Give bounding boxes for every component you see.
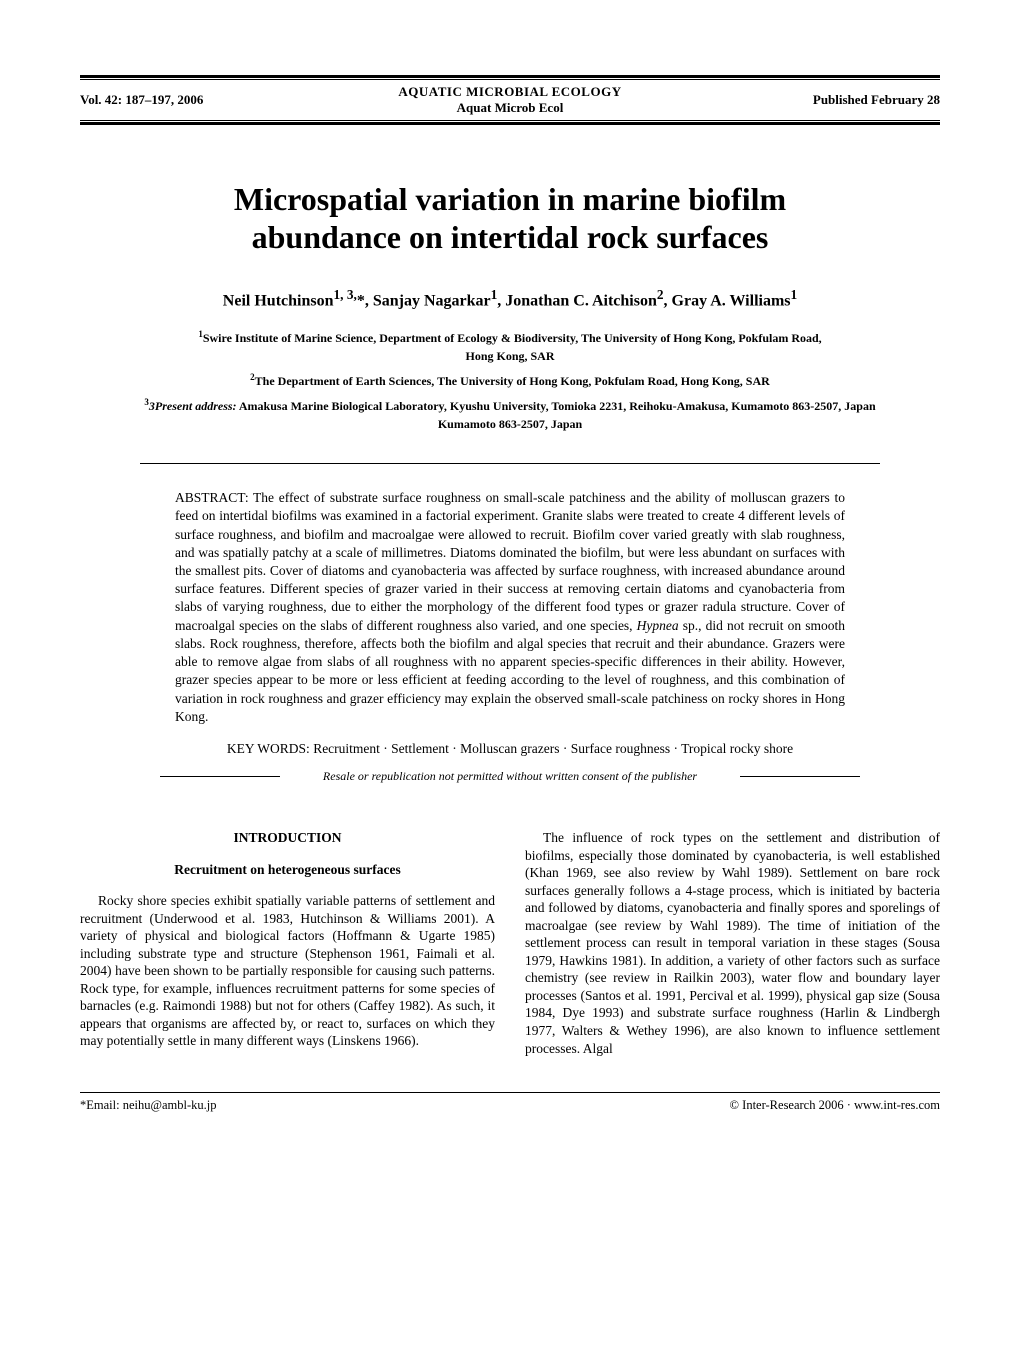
republication-notice: Resale or republication not permitted wi…	[80, 769, 940, 784]
authors-line: Neil Hutchinson1, 3,*, Sanjay Nagarkar1,…	[80, 287, 940, 310]
affiliation-1: 1Swire Institute of Marine Science, Depa…	[80, 328, 940, 365]
right-column: The influence of rock types on the settl…	[525, 829, 940, 1057]
body-columns: INTRODUCTION Recruitment on heterogeneou…	[80, 829, 940, 1057]
abstract-label: ABSTRACT:	[175, 490, 253, 505]
journal-info: AQUATIC MICROBIAL ECOLOGY Aquat Microb E…	[280, 84, 740, 116]
journal-abbrev: Aquat Microb Ecol	[280, 100, 740, 116]
affiliation-3: 33Present address: Amakusa Marine Biolog…	[80, 396, 940, 433]
left-paragraph: Rocky shore species exhibit spatially va…	[80, 892, 495, 1050]
subsection-heading-recruitment: Recruitment on heterogeneous surfaces	[80, 861, 495, 879]
abstract-text: The effect of substrate surface roughnes…	[175, 490, 845, 724]
section-heading-introduction: INTRODUCTION	[80, 829, 495, 847]
page-footer: *Email: neihu@ambl-ku.jp © Inter-Researc…	[80, 1092, 940, 1113]
header-bottom-rule-thick	[80, 122, 940, 125]
published-date: Published February 28	[740, 92, 940, 108]
separator-rule	[140, 463, 880, 464]
header-bottom-rule-thin	[80, 120, 940, 121]
keywords: KEY WORDS: Recruitment · Settlement · Mo…	[175, 741, 845, 757]
footer-copyright: © Inter-Research 2006 · www.int-res.com	[730, 1098, 940, 1113]
title-line-2: abundance on intertidal rock surfaces	[252, 219, 769, 255]
right-paragraph: The influence of rock types on the settl…	[525, 829, 940, 1057]
title-line-1: Microspatial variation in marine biofilm	[234, 181, 786, 217]
header-top-rule-thick	[80, 75, 940, 78]
left-column: INTRODUCTION Recruitment on heterogeneou…	[80, 829, 495, 1057]
present-address-label: 3Present address:	[149, 399, 237, 413]
abstract: ABSTRACT: The effect of substrate surfac…	[175, 489, 845, 726]
journal-full-name: AQUATIC MICROBIAL ECOLOGY	[280, 84, 740, 100]
volume-info: Vol. 42: 187–197, 2006	[80, 92, 280, 108]
footer-email: *Email: neihu@ambl-ku.jp	[80, 1098, 493, 1113]
header-bar: Vol. 42: 187–197, 2006 AQUATIC MICROBIAL…	[80, 80, 940, 120]
article-title: Microspatial variation in marine biofilm…	[80, 180, 940, 257]
keywords-label: KEY WORDS:	[227, 741, 313, 756]
present-address-text: Amakusa Marine Biological Laboratory, Ky…	[237, 399, 876, 413]
affiliation-2: 2The Department of Earth Sciences, The U…	[80, 371, 940, 390]
keywords-text: Recruitment · Settlement · Molluscan gra…	[313, 741, 793, 756]
